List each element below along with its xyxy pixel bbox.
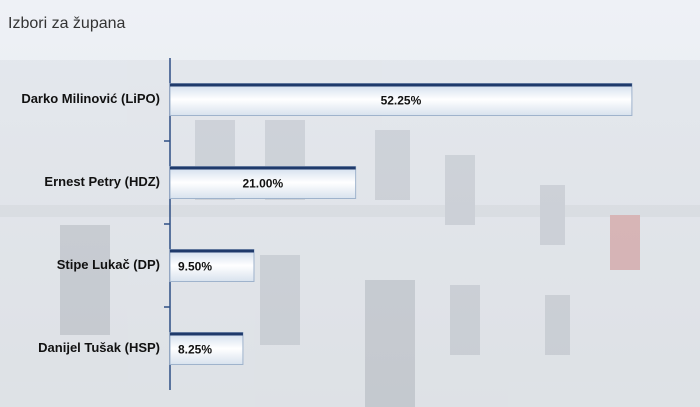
category-label: Stipe Lukač (DP)	[57, 257, 160, 272]
bar	[169, 249, 255, 282]
bar	[169, 166, 357, 199]
category-label: Darko Milinović (LiPO)	[21, 91, 160, 106]
category-label: Ernest Petry (HDZ)	[44, 174, 160, 189]
value-label: 52.25%	[381, 94, 422, 108]
bar-top-edge	[170, 166, 356, 170]
value-label: 8.25%	[178, 343, 212, 357]
bar	[169, 332, 244, 365]
bar-top-edge	[170, 249, 254, 253]
bar-top-edge	[170, 83, 632, 87]
value-label: 21.00%	[242, 177, 283, 191]
chart-title: Izbori za župana	[8, 15, 126, 32]
bar-top-edge	[170, 332, 243, 336]
category-label: Danijel Tušak (HSP)	[38, 340, 160, 355]
bar	[169, 83, 633, 116]
value-label: 9.50%	[178, 260, 212, 274]
